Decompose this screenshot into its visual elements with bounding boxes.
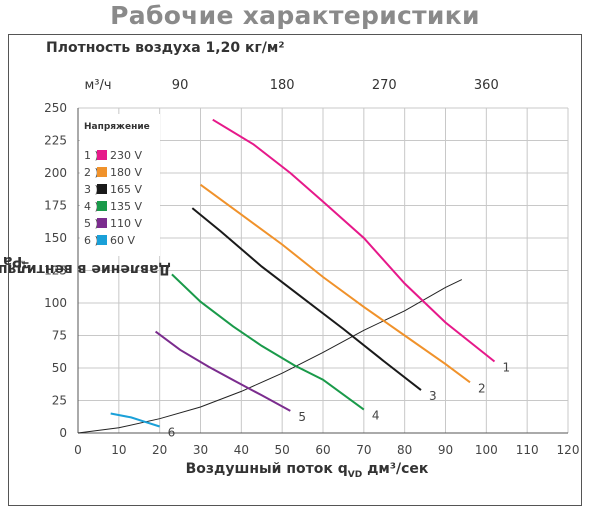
top-axis-tick-label: 360 xyxy=(474,78,499,93)
legend-item-number: 1 ) xyxy=(84,149,99,162)
legend-item-number: 2 ) xyxy=(84,166,99,179)
x-tick-label: 50 xyxy=(275,443,290,457)
series-end-label: 6 xyxy=(168,426,176,440)
x-tick-label: 30 xyxy=(193,443,208,457)
series-end-label: 5 xyxy=(298,410,306,424)
top-axis-tick-label: 90 xyxy=(172,78,189,93)
legend-item-number: 5 ) xyxy=(84,217,99,230)
legend-item-number: 3 ) xyxy=(84,183,99,196)
legend-item-label: 165 V xyxy=(110,183,142,196)
legend-swatch xyxy=(97,201,107,211)
x-tick-label: 80 xyxy=(397,443,412,457)
x-tick-label: 10 xyxy=(111,443,126,457)
y-tick-label: 200 xyxy=(44,166,67,180)
legend-swatch xyxy=(97,150,107,160)
series-line-4 xyxy=(171,273,365,411)
legend-item-number: 4 ) xyxy=(84,200,99,213)
y-tick-label: 225 xyxy=(44,134,67,148)
series-end-label: 3 xyxy=(429,389,437,403)
x-tick-label: 70 xyxy=(356,443,371,457)
series-end-label: 4 xyxy=(372,409,380,423)
x-tick-label: 110 xyxy=(516,443,539,457)
legend-item-label: 110 V xyxy=(110,217,142,230)
y-tick-label: 75 xyxy=(52,329,67,343)
y-tick-label: 175 xyxy=(44,199,67,213)
legend-item-label: 180 V xyxy=(110,166,142,179)
x-tick-label: 20 xyxy=(152,443,167,457)
series-line-2 xyxy=(199,183,471,384)
legend-swatch xyxy=(97,218,107,228)
top-axis-tick-label: 180 xyxy=(270,78,295,93)
y-tick-label: 150 xyxy=(44,231,67,245)
y-tick-label: 0 xyxy=(59,426,67,440)
series-line-5 xyxy=(154,330,291,412)
legend-title: Напряжение xyxy=(84,122,150,132)
legend-item-number: 6 ) xyxy=(84,234,99,247)
x-tick-label: 100 xyxy=(475,443,498,457)
x-tick-label: 0 xyxy=(74,443,82,457)
legend-swatch xyxy=(97,167,107,177)
series-end-label: 1 xyxy=(503,361,511,375)
y-tick-label: 250 xyxy=(44,101,67,115)
x-tick-label: 120 xyxy=(557,443,580,457)
chart-title: Рабочие характеристики xyxy=(110,1,480,30)
top-axis-unit-label: м³/ч xyxy=(84,78,111,93)
legend-swatch xyxy=(97,235,107,245)
series-line-6 xyxy=(110,412,160,428)
legend-item-label: 230 V xyxy=(110,149,142,162)
chart-frame xyxy=(8,34,582,506)
legend-item-label: 135 V xyxy=(110,200,142,213)
legend-background xyxy=(80,114,160,256)
series-line-3 xyxy=(191,207,422,391)
x-tick-label: 40 xyxy=(234,443,249,457)
x-tick-label: 60 xyxy=(315,443,330,457)
top-axis-tick-label: 270 xyxy=(372,78,397,93)
x-axis-label: Воздушный поток qVD дм³/сек xyxy=(185,461,429,480)
legend-item-label: 60 V xyxy=(110,234,135,247)
x-tick-label: 90 xyxy=(438,443,453,457)
air-density-label: Плотность воздуха 1,20 кг/м² xyxy=(46,40,285,56)
series-line-1 xyxy=(212,118,496,363)
legend-swatch xyxy=(97,184,107,194)
y-tick-label: 50 xyxy=(52,361,67,375)
y-tick-label: 125 xyxy=(44,264,67,278)
series-end-label: 2 xyxy=(478,381,486,395)
y-tick-label: 100 xyxy=(44,296,67,310)
y-tick-label: 25 xyxy=(52,394,67,408)
